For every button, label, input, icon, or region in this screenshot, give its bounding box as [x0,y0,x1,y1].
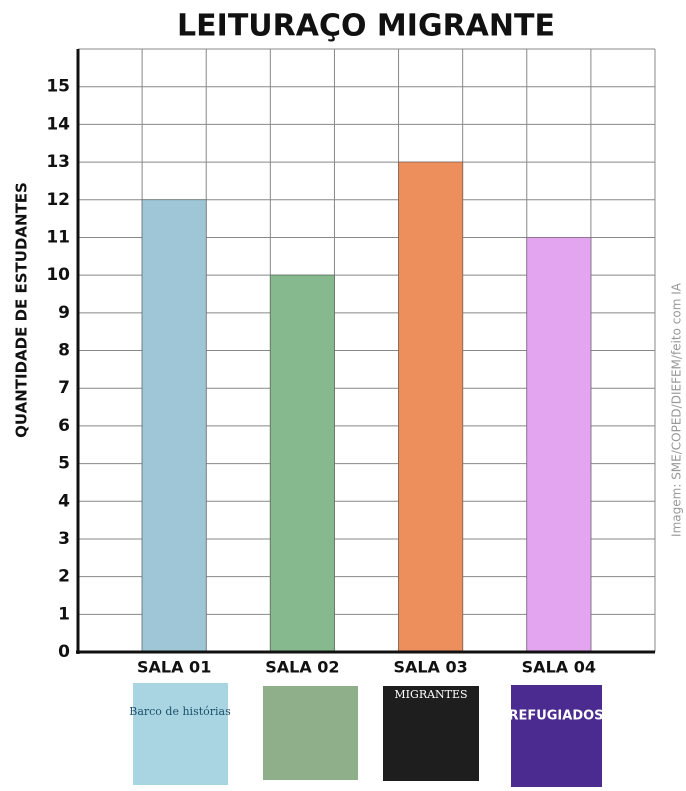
y-tick-label: 8 [58,341,70,361]
book-title: REFUGIADOS [508,709,603,724]
y-tick-label: 13 [46,152,70,172]
y-axis-label: QUANTIDADE DE ESTUDANTES [13,182,31,438]
y-tick-label: 15 [46,77,70,97]
bar [398,161,464,653]
bar [269,274,335,653]
y-tick-label: 14 [46,114,70,134]
y-tick-label: 5 [58,454,70,474]
book-cover [511,685,602,787]
y-tick-label: 11 [46,227,70,247]
x-tick-label: SALA 04 [522,658,596,677]
y-tick-label: 3 [58,529,70,549]
y-tick-label: 12 [46,190,70,210]
book-cover [133,683,228,785]
credit: Imagem: SME/COPED/DIEFEM/feito com IA [670,282,684,537]
y-tick-label: 1 [58,604,70,624]
book-cover [383,686,479,781]
y-tick-label: 4 [58,491,70,511]
x-tick-label: SALA 02 [265,658,339,677]
y-tick-label: 6 [58,416,70,436]
x-tick-label: SALA 01 [137,658,211,677]
y-tick-label: 7 [58,378,70,398]
y-tick-label: 2 [58,567,70,587]
book-title: Barco de histórias [129,705,231,718]
x-tick-label: SALA 03 [393,658,467,677]
y-tick-label: 0 [58,642,70,662]
book-cover [263,686,358,780]
bar [526,236,592,653]
chart-title: LEITURAÇO MIGRANTE [177,9,555,44]
book-title: MIGRANTES [394,688,467,701]
book-covers [133,683,602,787]
bar [141,199,207,653]
y-tick-label: 9 [58,303,70,323]
y-tick-label: 10 [46,265,70,285]
